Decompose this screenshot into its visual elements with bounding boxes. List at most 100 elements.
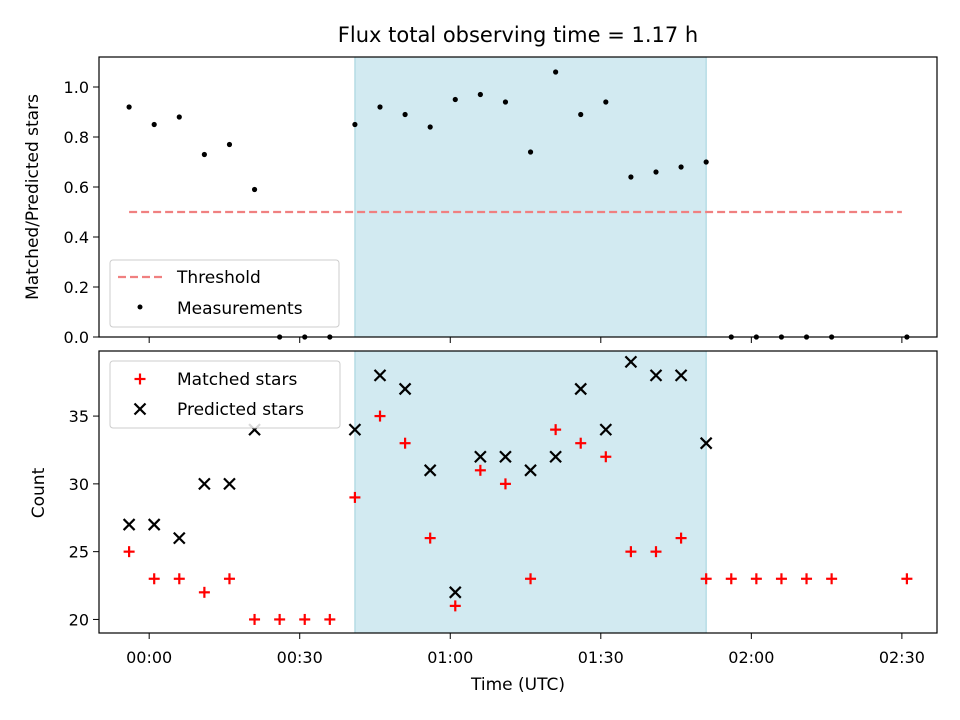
- measurement-point: [402, 111, 408, 118]
- measurement-point: [628, 174, 634, 180]
- cross-b: [147, 518, 161, 531]
- measurement-point: [427, 124, 433, 130]
- measurement-point: [452, 96, 458, 103]
- bottom-ytick-label: 20: [69, 610, 89, 629]
- cross-b: [448, 586, 462, 599]
- matched-point: [525, 573, 537, 585]
- bottom-marks: [122, 355, 913, 625]
- bottom-xtick-label: 01:30: [578, 648, 624, 667]
- predicted-point: [649, 369, 663, 382]
- measurement-point: [502, 99, 509, 105]
- measurement-point: [553, 69, 559, 75]
- matched-point: [324, 613, 336, 625]
- matched-point: [173, 573, 185, 585]
- predicted-point: [348, 423, 362, 436]
- cross-b: [499, 450, 512, 464]
- measurement-point: [226, 141, 233, 148]
- top-ytick-label: 0.8: [64, 128, 89, 147]
- bottom-ytick-label: 35: [69, 407, 89, 426]
- bottom-legend: Matched stars Predicted stars: [109, 360, 341, 429]
- bottom-yticks: 20 25 30 35: [69, 407, 99, 629]
- matched-point: [249, 613, 261, 625]
- predicted-point: [147, 518, 161, 531]
- top-legend-box: [109, 259, 340, 328]
- legend-measurements-swatch: [137, 304, 143, 310]
- cross-b: [649, 369, 663, 382]
- matched-point: [550, 424, 562, 436]
- cross-b: [223, 477, 236, 491]
- matched-point: [148, 573, 160, 585]
- predicted-point: [448, 586, 462, 599]
- matched-point: [449, 600, 461, 612]
- bottom-shaded-region: [354, 350, 707, 634]
- cross-b: [524, 464, 537, 477]
- bottom-xtick-label: 02:30: [879, 648, 925, 667]
- cross-b: [574, 382, 588, 396]
- matched-point: [349, 491, 361, 503]
- predicted-point: [524, 464, 537, 477]
- cross-b: [699, 436, 713, 450]
- top-axes-frame: [98, 56, 938, 338]
- top-legend: Threshold Measurements: [109, 259, 340, 328]
- top-yticks: 0.0 0.2 0.4 0.6 0.8 1.0: [64, 78, 99, 347]
- legend-predicted-label: Predicted stars: [177, 400, 304, 420]
- predicted-point: [223, 477, 236, 491]
- legend-matched-swatch: [134, 373, 146, 385]
- matched-point: [223, 573, 235, 585]
- predicted-point: [373, 369, 387, 382]
- matched-point: [826, 573, 838, 585]
- top-ytick-label: 1.0: [64, 78, 89, 97]
- cross-b: [474, 450, 487, 464]
- x-axis-label: Time (UTC): [470, 675, 565, 695]
- measurement-point: [603, 99, 609, 105]
- matched-point: [801, 573, 813, 585]
- matched-point: [399, 437, 411, 449]
- bottom-xtick-label: 00:30: [277, 648, 323, 667]
- bottom-xtick-label: 02:00: [728, 648, 774, 667]
- top-panel: 0.0 0.2 0.4 0.6 0.8 1.0 Matched/Predicted sta…: [23, 56, 938, 347]
- matched-point: [474, 464, 486, 476]
- top-ytick-label: 0.2: [64, 278, 89, 297]
- matched-point: [775, 573, 787, 585]
- measurement-point: [201, 151, 207, 158]
- matched-point: [123, 546, 135, 558]
- chart-title: Flux total observing time = 1.17 h: [338, 23, 698, 47]
- top-ytick-label: 0.6: [64, 178, 89, 197]
- matched-point: [499, 478, 511, 490]
- predicted-point: [423, 464, 437, 477]
- legend-matched-marker: [134, 373, 146, 385]
- top-xticks: [148, 337, 903, 343]
- predicted-point: [173, 531, 186, 545]
- cross-b: [549, 450, 562, 464]
- matched-point: [725, 573, 737, 585]
- measurement-point: [352, 121, 358, 128]
- cross-b: [122, 518, 136, 531]
- top-ytick-label: 0.0: [64, 328, 89, 347]
- cross-b: [373, 369, 387, 382]
- legend-matched-label: Matched stars: [177, 370, 297, 390]
- cross-b: [599, 423, 613, 436]
- top-shaded-region: [354, 56, 707, 338]
- predicted-point: [549, 450, 562, 464]
- top-y-axis-label: Matched/Predicted stars: [23, 94, 43, 300]
- predicted-point: [398, 382, 412, 396]
- bottom-xtick-label: 01:00: [427, 648, 473, 667]
- cross-b: [348, 423, 362, 436]
- cross-b: [423, 464, 437, 477]
- predicted-point: [474, 450, 487, 464]
- predicted-point: [122, 518, 136, 531]
- matched-point: [575, 437, 587, 449]
- measurement-point: [678, 164, 684, 170]
- legend-predicted-marker: [133, 402, 147, 416]
- cross-b: [133, 402, 147, 416]
- measurement-point: [477, 91, 483, 98]
- bottom-xticks: 00:00 00:30 01:00 01:30 02:00 02:30: [126, 633, 925, 667]
- legend-predicted-swatch: [133, 402, 147, 416]
- measurement-point: [251, 186, 258, 193]
- cross-b: [624, 355, 638, 369]
- matched-point: [650, 546, 662, 558]
- measurement-point: [377, 104, 383, 110]
- predicted-point: [599, 423, 613, 436]
